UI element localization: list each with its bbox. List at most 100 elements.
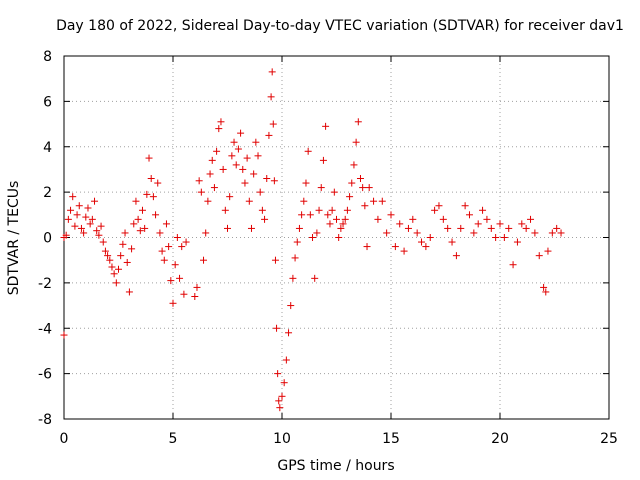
- data-point: [69, 193, 77, 201]
- data-point: [396, 220, 404, 228]
- data-point: [370, 197, 378, 205]
- data-point: [291, 254, 299, 262]
- data-point: [268, 68, 276, 76]
- data-point: [167, 277, 175, 285]
- data-point: [219, 165, 227, 173]
- data-point: [483, 215, 491, 223]
- data-point: [361, 202, 369, 210]
- data-point: [356, 175, 364, 183]
- data-point: [274, 370, 282, 378]
- data-point: [315, 206, 323, 214]
- data-point: [553, 224, 561, 232]
- data-point: [254, 152, 262, 160]
- data-point: [509, 261, 517, 269]
- data-point: [237, 129, 245, 137]
- data-point: [108, 263, 116, 271]
- data-point: [431, 206, 439, 214]
- y-tick-label: 2: [43, 185, 52, 201]
- data-point: [125, 288, 133, 296]
- data-point: [313, 229, 321, 237]
- data-point: [154, 179, 162, 187]
- data-point: [80, 229, 88, 237]
- data-point: [531, 229, 539, 237]
- data-point: [252, 138, 260, 146]
- data-point: [461, 202, 469, 210]
- data-point: [363, 243, 371, 251]
- data-point: [200, 256, 208, 264]
- data-point: [359, 184, 367, 192]
- data-point: [165, 243, 173, 251]
- data-point: [544, 247, 552, 255]
- data-point: [224, 224, 231, 232]
- data-point: [193, 283, 201, 291]
- data-point: [295, 224, 303, 232]
- data-point: [409, 215, 417, 223]
- data-point: [324, 211, 332, 219]
- data-point: [138, 206, 146, 214]
- data-point: [160, 256, 168, 264]
- data-point: [101, 247, 109, 255]
- data-point: [413, 229, 421, 237]
- data-point: [269, 120, 277, 128]
- data-point: [350, 161, 358, 169]
- data-point: [245, 197, 253, 205]
- data-point: [267, 93, 275, 101]
- data-point: [117, 252, 125, 260]
- data-point: [60, 331, 68, 339]
- data-point: [149, 193, 157, 201]
- data-point: [204, 197, 212, 205]
- data-point: [518, 220, 526, 228]
- data-point: [93, 227, 101, 235]
- data-point: [282, 356, 290, 364]
- data-point: [197, 188, 205, 196]
- data-point: [106, 256, 114, 264]
- data-point: [391, 243, 399, 251]
- y-tick-label: 0: [43, 231, 52, 247]
- data-point: [217, 118, 225, 126]
- data-point: [152, 211, 160, 219]
- data-point: [71, 222, 79, 230]
- y-tick-label: -2: [38, 276, 52, 292]
- data-point: [206, 170, 214, 178]
- data-point: [435, 202, 443, 210]
- data-point: [263, 175, 271, 183]
- y-tick-label: 8: [43, 49, 52, 65]
- data-point: [158, 247, 166, 255]
- x-tick-label: 15: [382, 431, 400, 447]
- data-point: [285, 329, 293, 337]
- data-point: [178, 243, 186, 251]
- data-point: [82, 213, 90, 221]
- data-point: [95, 231, 103, 239]
- data-point: [328, 206, 336, 214]
- data-point: [67, 206, 75, 214]
- data-point: [112, 279, 120, 287]
- data-point: [226, 193, 234, 201]
- data-point: [289, 274, 297, 282]
- data-point: [265, 131, 273, 139]
- data-point: [169, 299, 177, 307]
- data-point: [448, 238, 456, 246]
- data-point: [378, 197, 386, 205]
- x-axis-label: GPS time / hours: [277, 458, 394, 474]
- data-point: [311, 274, 319, 282]
- data-point: [130, 220, 138, 228]
- data-point: [426, 234, 434, 241]
- data-point: [500, 234, 508, 241]
- data-point: [234, 145, 242, 153]
- data-point: [136, 227, 144, 235]
- data-point: [247, 224, 255, 232]
- data-point: [121, 229, 129, 237]
- y-tick-label: -8: [38, 412, 52, 428]
- data-point: [119, 240, 127, 248]
- data-point: [171, 261, 179, 269]
- data-point: [202, 229, 210, 237]
- data-point: [383, 229, 391, 237]
- x-tick-label: 20: [491, 431, 509, 447]
- data-point: [191, 292, 199, 300]
- data-point: [474, 220, 482, 228]
- data-point: [273, 324, 281, 332]
- y-tick-label: 4: [43, 140, 52, 156]
- data-point: [298, 211, 306, 219]
- data-point: [306, 211, 314, 219]
